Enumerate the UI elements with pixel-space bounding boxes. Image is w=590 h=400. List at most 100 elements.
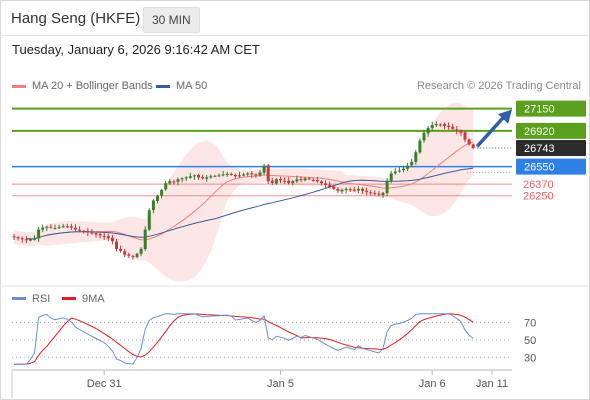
legend-ma50-label: MA 50 <box>176 80 208 92</box>
candle <box>352 186 356 192</box>
candle-body <box>410 161 414 166</box>
candle <box>82 230 86 234</box>
candle <box>65 223 69 229</box>
candle <box>225 171 229 177</box>
candle <box>365 187 369 196</box>
candle-body <box>365 190 369 192</box>
candle-body <box>213 175 217 177</box>
candle <box>143 226 147 252</box>
candle <box>443 122 446 130</box>
time-axis: Dec 31 Jan 5 Jan 6 Jan 11 <box>11 369 512 398</box>
candle <box>94 231 98 238</box>
candle <box>201 174 205 180</box>
candle <box>291 180 295 186</box>
candle-body <box>168 181 172 184</box>
candle-body <box>86 230 90 233</box>
candle-body <box>455 129 459 131</box>
candle <box>344 187 348 194</box>
candle-body <box>209 176 213 178</box>
candle-body <box>471 144 475 148</box>
candle-body <box>45 226 49 228</box>
candle-body <box>274 179 278 184</box>
candle <box>53 224 57 230</box>
candle-body <box>225 173 229 175</box>
candle-body <box>254 174 258 176</box>
candle-body <box>250 173 254 175</box>
candle-body <box>143 229 147 250</box>
candle-body <box>156 195 159 202</box>
candle <box>471 143 475 150</box>
candle <box>389 170 393 184</box>
candle <box>270 177 274 186</box>
candle-body <box>315 179 319 182</box>
x-tick-label: Jan 5 <box>267 378 294 390</box>
candle <box>418 138 422 154</box>
candle-body <box>160 189 164 196</box>
candle-body <box>57 227 61 229</box>
candle-body <box>361 188 364 191</box>
candle-body <box>123 251 127 255</box>
x-tick-label: Jan 6 <box>419 378 446 390</box>
rsi-ma-line <box>14 313 474 365</box>
candle-body <box>246 173 250 175</box>
candle-body <box>33 238 36 240</box>
candle-body <box>287 180 291 184</box>
candle <box>459 129 463 137</box>
timeframe-badge[interactable]: 30 MIN <box>143 7 200 33</box>
candle <box>406 162 410 172</box>
candle <box>69 223 73 231</box>
candle <box>106 233 110 242</box>
candle-body <box>356 188 360 191</box>
candle <box>209 174 213 179</box>
candle-body <box>295 179 299 182</box>
candle-body <box>147 210 151 230</box>
candle-body <box>311 179 315 181</box>
candle-body <box>110 237 114 242</box>
candle-body <box>291 181 295 184</box>
candle <box>455 125 459 135</box>
candle-body <box>188 176 192 178</box>
candle-body <box>41 227 45 230</box>
instrument-title: Hang Seng (HKFE) <box>11 10 141 27</box>
candle <box>205 175 209 182</box>
candle-body <box>164 183 168 190</box>
level-tag-26920 <box>516 122 586 139</box>
candle <box>467 138 471 146</box>
candle <box>336 187 340 194</box>
candle <box>250 171 254 179</box>
candle-body <box>443 124 446 127</box>
candle <box>356 186 360 193</box>
candle <box>279 176 282 184</box>
candle <box>348 187 352 192</box>
candle <box>123 248 127 258</box>
candle-body <box>389 173 393 181</box>
legend-9ma-swatch <box>62 297 76 300</box>
candle-body <box>184 177 188 179</box>
candle <box>57 224 61 230</box>
candle-body <box>430 125 434 129</box>
candle-body <box>303 178 307 181</box>
candle-body <box>279 179 282 181</box>
ma20-line <box>26 141 474 241</box>
candle-body <box>49 226 53 228</box>
level-label-27150: 27150 <box>524 104 555 116</box>
candle <box>422 130 426 143</box>
candle <box>180 177 184 183</box>
candle <box>385 178 389 197</box>
legend-rsi-swatch <box>12 297 26 300</box>
candle <box>156 194 159 204</box>
candle-body <box>262 165 266 173</box>
candle-body <box>37 229 41 239</box>
candle <box>28 237 32 242</box>
candle <box>176 177 180 186</box>
bollinger-band-fill <box>14 102 474 282</box>
candle-body <box>98 234 102 236</box>
candle <box>233 173 237 179</box>
legend-ma20-swatch <box>12 84 26 88</box>
candle-body <box>115 241 118 249</box>
candle <box>217 173 221 177</box>
candle <box>262 163 266 175</box>
candle <box>74 224 77 232</box>
candle-body <box>102 235 106 237</box>
candle-body <box>414 152 418 162</box>
